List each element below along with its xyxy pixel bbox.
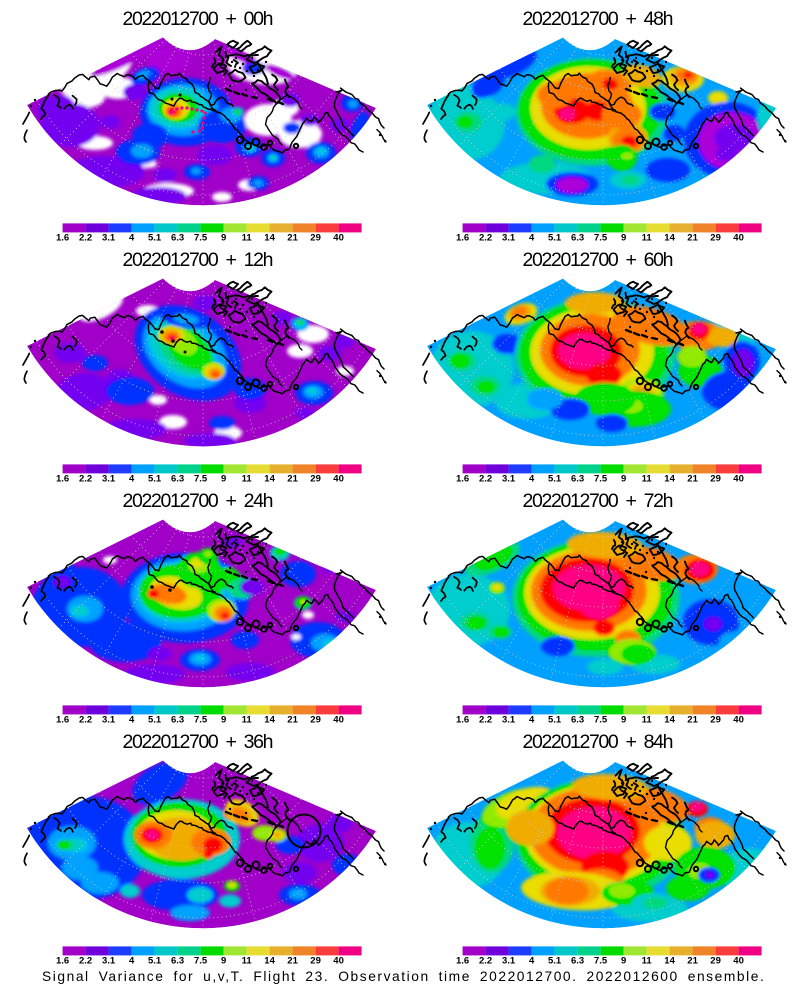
svg-text:2022012700 + 12h: 2022012700 + 12h: [123, 249, 274, 271]
svg-text:2022012700 + 24h: 2022012700 + 24h: [123, 490, 274, 512]
svg-text:2022012700 + 36h: 2022012700 + 36h: [123, 731, 274, 753]
svg-text:2022012700 + 48h: 2022012700 + 48h: [523, 8, 674, 30]
svg-text:2022012700 + 60h: 2022012700 + 60h: [523, 249, 674, 271]
svg-text:2022012700 + 84h: 2022012700 + 84h: [523, 731, 674, 753]
svg-text:2022012700 + 72h: 2022012700 + 72h: [523, 490, 674, 512]
svg-text:2022012700 + 00h: 2022012700 + 00h: [123, 8, 274, 30]
